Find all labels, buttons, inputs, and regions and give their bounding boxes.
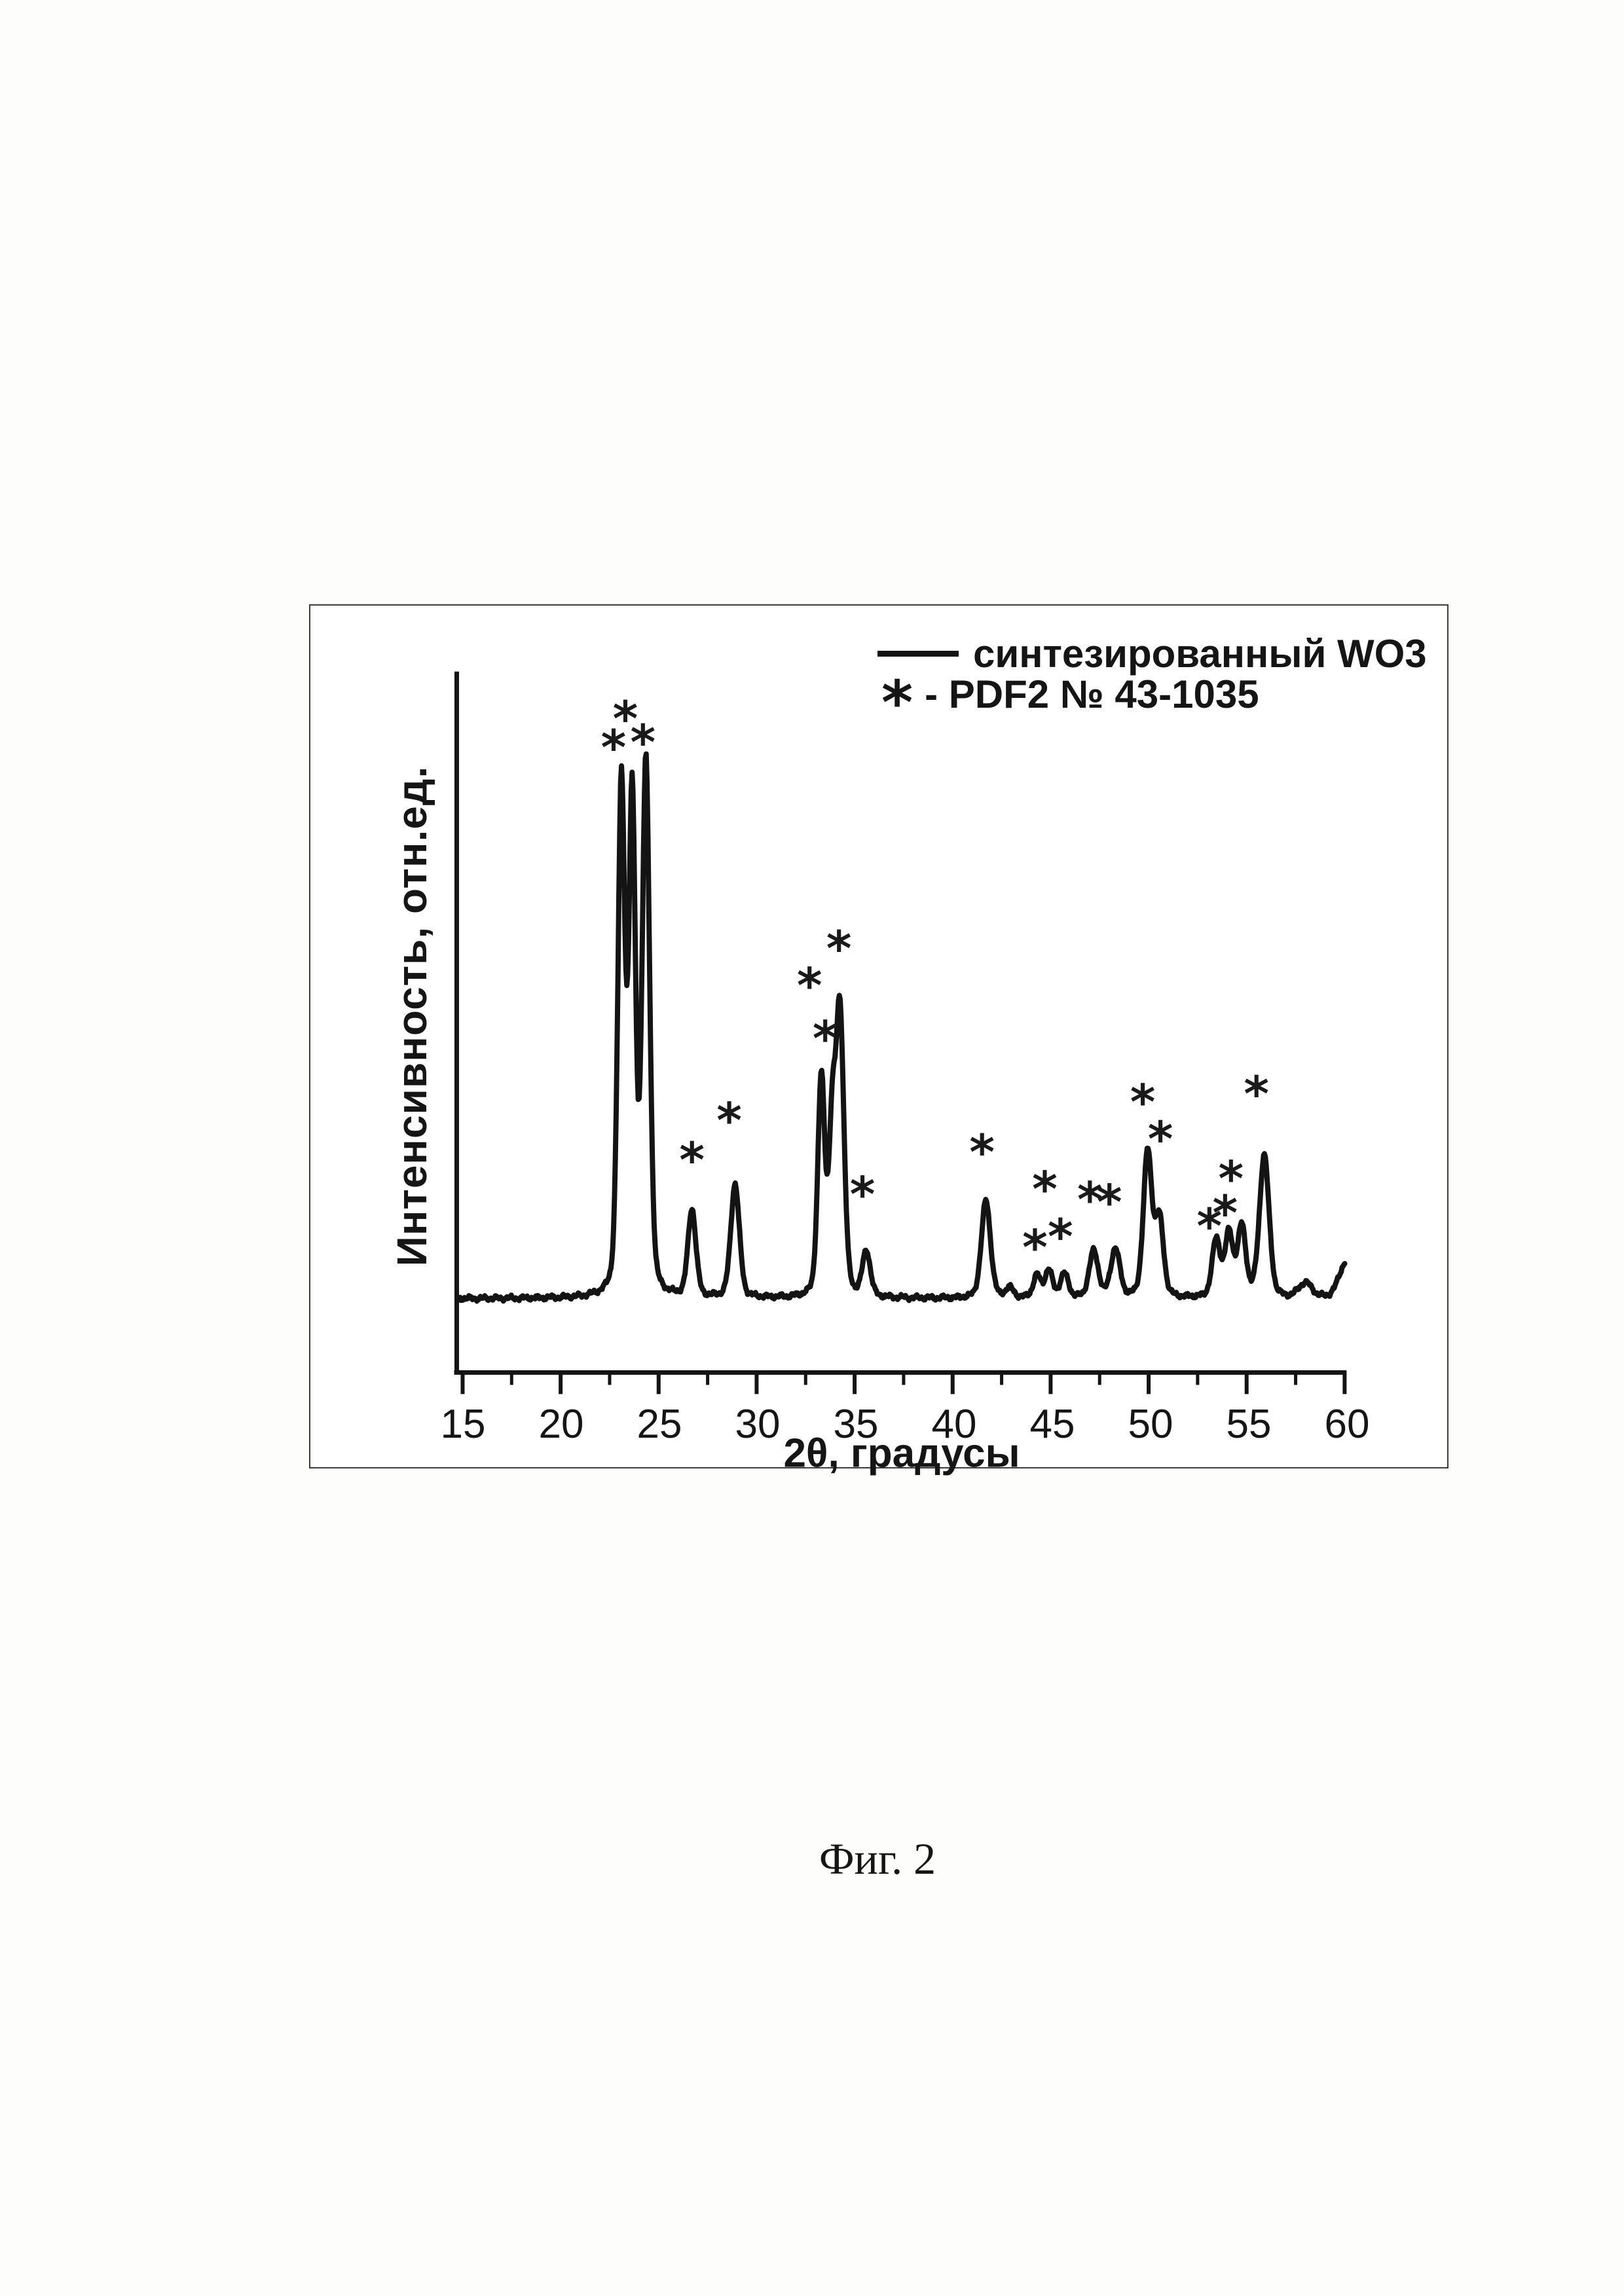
figure-caption: Фиг. 2 xyxy=(819,1834,936,1884)
x-tick-label: 50 xyxy=(1128,1402,1173,1447)
x-tick-label: 35 xyxy=(833,1402,879,1447)
pdf-marker-asterisk-icon: * xyxy=(969,1125,995,1181)
x-tick-label: 55 xyxy=(1226,1402,1272,1447)
legend-marker-label: - PDF2 № 43-1035 xyxy=(925,672,1259,716)
pdf-marker-asterisk-icon: * xyxy=(1197,1199,1223,1255)
pdf-marker-asterisk-icon: * xyxy=(826,921,852,977)
pdf-marker-asterisk-icon: * xyxy=(601,720,627,776)
chart-frame: * * * * * * * * * * * * * * * * * * * * * Интенсивность, отн… xyxy=(309,604,1449,1476)
pdf-marker-asterisk-icon: * xyxy=(1097,1175,1122,1231)
pdf-marker-asterisk-icon: * xyxy=(850,1167,876,1223)
legend-asterisk-icon: * xyxy=(881,668,913,738)
x-tick-label: 45 xyxy=(1029,1402,1075,1447)
x-tick-label: 30 xyxy=(735,1402,781,1447)
x-tick-label: 25 xyxy=(637,1402,682,1447)
pdf-marker-asterisk-icon: * xyxy=(1212,1185,1238,1241)
pdf-marker-asterisk-icon: * xyxy=(1077,1172,1103,1228)
pdf-marker-asterisk-icon: * xyxy=(1130,1074,1156,1131)
legend-series-label: синтезированный WO3 xyxy=(973,631,1427,676)
pdf-marker-asterisk-icon: * xyxy=(797,958,822,1014)
pdf-marker-asterisk-icon: * xyxy=(1148,1111,1173,1167)
pdf-marker-asterisk-icon: * xyxy=(613,691,638,747)
pdf-marker-asterisk-icon: * xyxy=(716,1093,742,1149)
pdf-marker-asterisk-icon: * xyxy=(1048,1209,1073,1266)
x-tick-label: 60 xyxy=(1324,1402,1370,1447)
legend-line-sample xyxy=(877,650,959,657)
x-axis-label: 2θ, градусы xyxy=(783,1430,1020,1476)
x-tick-label: 40 xyxy=(931,1402,977,1447)
pdf-marker-asterisk-icon: * xyxy=(1032,1161,1058,1218)
y-axis-label: Интенсивность, отн.ед. xyxy=(388,765,435,1267)
legend-series-entry: синтезированный WO3 xyxy=(877,631,1427,676)
pdf-marker-asterisk-icon: * xyxy=(631,715,656,771)
xrd-chart: ********************* xyxy=(454,671,1348,1394)
pdf-marker-asterisk-icon: * xyxy=(1218,1151,1244,1207)
diffraction-curve xyxy=(455,751,1348,1304)
pdf-marker-asterisk-icon: * xyxy=(679,1133,705,1189)
legend-marker-entry: * - PDF2 № 43-1035 xyxy=(881,668,1259,738)
x-tick-label: 15 xyxy=(440,1402,486,1447)
pdf-marker-asterisk-icon: * xyxy=(1022,1220,1048,1276)
x-tick-label: 20 xyxy=(538,1402,584,1447)
pdf-marker-asterisk-icon: * xyxy=(1244,1066,1269,1123)
pdf-marker-asterisk-icon: * xyxy=(813,1011,838,1067)
